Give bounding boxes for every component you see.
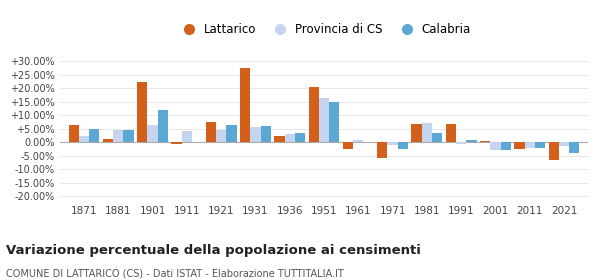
Bar (319, 98, 329, 142)
Bar (250, 127, 260, 142)
Bar (274, 136, 284, 142)
Bar (500, 142, 511, 150)
Bar (412, 124, 422, 142)
Bar (240, 68, 250, 142)
Legend: Lattarico, Provincia di CS, Calabria: Lattarico, Provincia di CS, Calabria (172, 18, 476, 41)
Bar (137, 81, 148, 142)
Bar (308, 87, 319, 142)
Text: Variazione percentuale della popolazione ai censimenti: Variazione percentuale della popolazione… (6, 244, 421, 256)
Bar (68, 125, 79, 142)
Bar (89, 129, 100, 142)
Bar (260, 126, 271, 142)
Bar (548, 142, 559, 160)
Bar (388, 142, 398, 145)
Bar (524, 142, 535, 148)
Bar (343, 142, 353, 149)
Bar (79, 136, 89, 142)
Bar (456, 142, 466, 144)
Bar (422, 123, 432, 142)
Bar (124, 130, 134, 142)
Bar (226, 125, 236, 142)
Bar (103, 139, 113, 142)
Text: COMUNE DI LATTARICO (CS) - Dati ISTAT - Elaborazione TUTTITALIA.IT: COMUNE DI LATTARICO (CS) - Dati ISTAT - … (6, 269, 344, 279)
Bar (446, 124, 456, 142)
Bar (514, 142, 524, 149)
Bar (113, 130, 124, 142)
Bar (353, 140, 364, 142)
Bar (398, 142, 408, 149)
Bar (559, 142, 569, 146)
Bar (329, 102, 340, 142)
Bar (490, 142, 500, 150)
Bar (148, 125, 158, 142)
Bar (182, 132, 192, 142)
Bar (535, 142, 545, 148)
Bar (216, 130, 226, 142)
Bar (377, 142, 388, 158)
Bar (206, 122, 216, 142)
Bar (466, 140, 476, 142)
Bar (284, 134, 295, 142)
Bar (480, 141, 490, 142)
Bar (172, 142, 182, 144)
Bar (569, 142, 580, 153)
Bar (432, 133, 442, 142)
Bar (295, 133, 305, 142)
Bar (158, 110, 168, 142)
